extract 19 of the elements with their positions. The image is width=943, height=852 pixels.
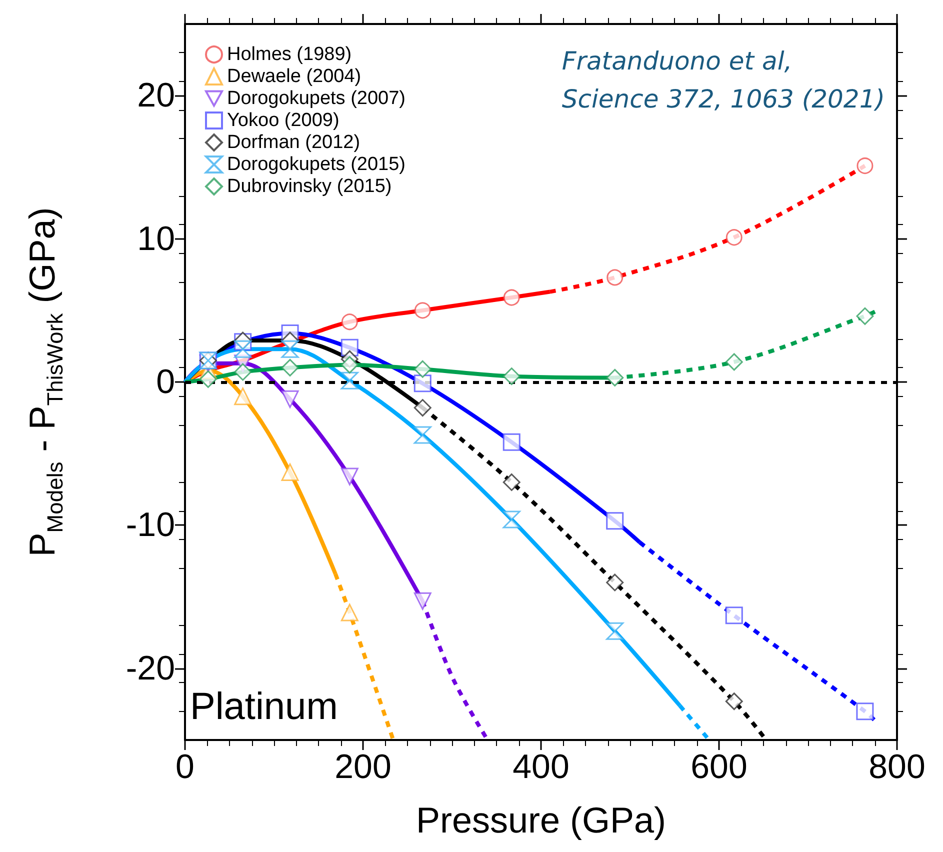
legend-label: Holmes (1989) [227, 44, 352, 65]
legend-label: Dorfman (2012) [227, 132, 360, 153]
y-tick-label: -10 [126, 506, 175, 544]
x-tick-label: 200 [334, 748, 392, 786]
y-tick-label: 20 [137, 76, 175, 115]
y-tick-label: -20 [126, 649, 175, 688]
y-tick-label: 10 [137, 220, 175, 258]
annotation: Fratanduono et al, Science 372, 1063 (2021) [562, 46, 886, 114]
y-tick-label: 0 [156, 363, 175, 401]
legend-label: Dorogokupets (2015) [227, 154, 406, 175]
annotation: Platinum [190, 686, 338, 728]
legend-label: Dorogokupets (2007) [227, 88, 406, 109]
x-tick-label: 800 [868, 748, 926, 786]
x-tick-label: 400 [512, 748, 570, 786]
x-tick-label: 600 [690, 748, 748, 786]
legend-label: Dewaele (2004) [227, 66, 362, 87]
x-axis-title: Pressure (GPa) [416, 800, 666, 840]
legend-label: Dubrovinsky (2015) [227, 176, 392, 197]
legend-label: Yokoo (2009) [227, 110, 340, 131]
